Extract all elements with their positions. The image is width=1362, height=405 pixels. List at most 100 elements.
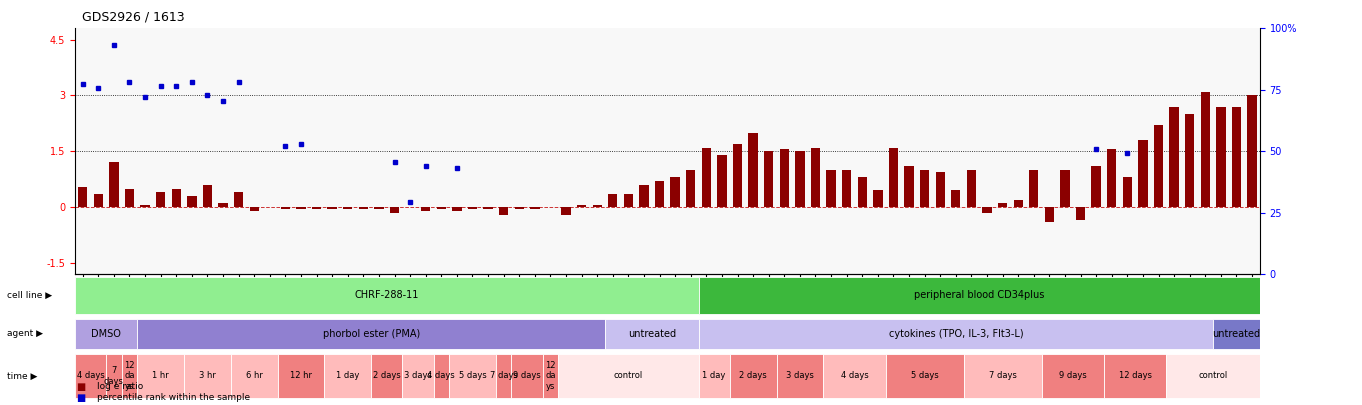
Bar (94, 194, 104, 207)
Bar (234, 192, 244, 207)
Text: 12
da
ys: 12 da ys (545, 361, 556, 391)
Bar (138, 318, 605, 349)
Bar (1170, 107, 1178, 207)
Bar (655, 181, 665, 207)
Bar (964, 354, 1042, 398)
Bar (218, 203, 227, 207)
Bar (1045, 207, 1054, 222)
Bar (1091, 166, 1100, 207)
Bar (297, 207, 305, 209)
Text: percentile rank within the sample: percentile rank within the sample (97, 393, 249, 402)
Text: 12 days: 12 days (1118, 371, 1152, 380)
Bar (375, 207, 384, 209)
Text: 4 days: 4 days (76, 371, 105, 380)
Bar (936, 172, 945, 207)
Bar (157, 192, 165, 207)
Text: 6 hr: 6 hr (245, 371, 263, 380)
Text: 12
da
ys: 12 da ys (124, 361, 135, 391)
Text: cell line ▶: cell line ▶ (7, 291, 52, 300)
Bar (795, 151, 805, 207)
Bar (1107, 149, 1117, 207)
Bar (172, 188, 181, 207)
Text: 3 hr: 3 hr (199, 371, 215, 380)
Bar (390, 207, 399, 213)
Bar (75, 318, 138, 349)
Bar (982, 207, 992, 213)
Bar (78, 187, 87, 207)
Bar (1216, 107, 1226, 207)
Bar (998, 203, 1008, 207)
Text: ■: ■ (76, 382, 86, 392)
Bar (919, 170, 929, 207)
Bar (858, 177, 868, 207)
Bar (558, 354, 699, 398)
Bar (203, 185, 212, 207)
Bar (1105, 354, 1166, 398)
Bar (885, 354, 964, 398)
Text: control: control (614, 371, 643, 380)
Bar (1042, 354, 1105, 398)
Bar (624, 194, 633, 207)
Bar (1060, 170, 1069, 207)
Bar (827, 170, 836, 207)
Text: 9 days: 9 days (513, 371, 541, 380)
Bar (701, 147, 711, 207)
Bar (592, 205, 602, 207)
Bar (402, 354, 433, 398)
Bar (699, 277, 1260, 314)
Bar (327, 207, 336, 209)
Bar (1154, 125, 1163, 207)
Bar (699, 354, 730, 398)
Text: 7 days: 7 days (989, 371, 1016, 380)
Bar (776, 354, 823, 398)
Bar (530, 207, 539, 209)
Text: 5 days: 5 days (459, 371, 486, 380)
Text: 7
days: 7 days (104, 366, 124, 386)
Bar (75, 354, 106, 398)
Bar (281, 207, 290, 209)
Bar (467, 207, 477, 209)
Text: GDS2926 / 1613: GDS2926 / 1613 (82, 10, 184, 23)
Bar (106, 354, 121, 398)
Bar (810, 147, 820, 207)
Bar (125, 188, 133, 207)
Text: 3 days: 3 days (786, 371, 814, 380)
Bar (358, 207, 368, 209)
Bar (370, 354, 402, 398)
Text: 2 days: 2 days (373, 371, 400, 380)
Bar (1139, 140, 1148, 207)
Bar (496, 354, 512, 398)
Text: time ▶: time ▶ (7, 371, 37, 380)
Bar (686, 170, 696, 207)
Bar (515, 207, 524, 209)
Bar (187, 196, 196, 207)
Bar (607, 194, 617, 207)
Text: 7 days: 7 days (490, 371, 518, 380)
Bar (1201, 92, 1209, 207)
Bar (1013, 200, 1023, 207)
Bar (730, 354, 776, 398)
Bar (512, 354, 542, 398)
Bar (421, 207, 430, 211)
Text: 4 days: 4 days (840, 371, 869, 380)
Bar (561, 207, 571, 215)
Text: 5 days: 5 days (911, 371, 938, 380)
Text: 9 days: 9 days (1058, 371, 1087, 380)
Bar (343, 207, 353, 209)
Bar (452, 207, 462, 211)
Bar (1231, 107, 1241, 207)
Bar (733, 144, 742, 207)
Bar (967, 170, 977, 207)
Text: phorbol ester (PMA): phorbol ester (PMA) (323, 329, 419, 339)
Bar (1166, 354, 1260, 398)
Bar (764, 151, 774, 207)
Bar (184, 354, 230, 398)
Bar (951, 190, 960, 207)
Bar (542, 354, 558, 398)
Bar (121, 354, 138, 398)
Bar (577, 205, 586, 207)
Bar (718, 155, 727, 207)
Bar (699, 318, 1214, 349)
Bar (324, 354, 370, 398)
Bar (1185, 114, 1194, 207)
